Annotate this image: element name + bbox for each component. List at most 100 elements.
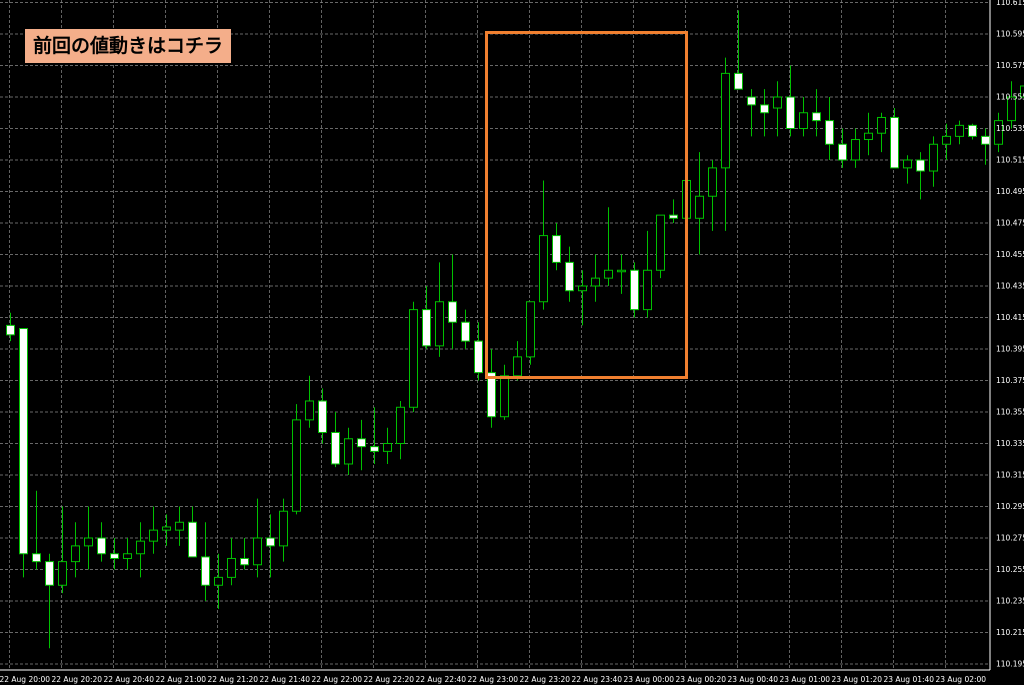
x-tick-label: 22 Aug 21:00 — [156, 675, 207, 684]
candle-bull — [708, 167, 717, 197]
candle-bear — [110, 553, 119, 559]
y-tick-label: 110.595 — [996, 30, 1024, 39]
candle-bull — [942, 135, 951, 145]
candle-bull — [591, 277, 600, 287]
candle-bull — [929, 143, 938, 172]
candle-bear — [19, 328, 28, 555]
candle-bear — [45, 561, 54, 586]
candle-bull — [643, 269, 652, 311]
candle-bear — [461, 321, 470, 342]
x-tick-label: 22 Aug 20:20 — [52, 675, 103, 684]
y-tick-label: 110.415 — [996, 313, 1024, 322]
candle-bull — [84, 537, 93, 547]
candle-bull — [253, 537, 262, 566]
candle-bull — [695, 195, 704, 219]
candle-bear — [786, 96, 795, 129]
x-tick-label: 23 Aug 01:00 — [780, 675, 831, 684]
x-tick-label: 22 Aug 21:20 — [208, 675, 259, 684]
candle-bear — [734, 72, 743, 90]
candle-bull — [136, 540, 145, 555]
candle-bull — [344, 438, 353, 465]
candle-bull — [864, 132, 873, 141]
candle-bear — [422, 309, 431, 347]
x-tick-label: 22 Aug 21:40 — [260, 675, 311, 684]
candle-bull — [1020, 85, 1024, 98]
candle-bull — [994, 120, 1003, 145]
y-tick-label: 110.295 — [996, 502, 1024, 511]
candle-bear — [97, 537, 106, 555]
candle-bear — [825, 120, 834, 145]
candle-bear — [201, 556, 210, 586]
candle-bull — [721, 72, 730, 169]
candle-bull — [383, 443, 392, 452]
x-tick-label: 23 Aug 01:40 — [884, 675, 935, 684]
candle-bull — [409, 309, 418, 408]
y-tick-label: 110.555 — [996, 93, 1024, 102]
y-tick-label: 110.615 — [996, 0, 1024, 7]
candle-bear — [890, 116, 899, 169]
y-tick-label: 110.315 — [996, 471, 1024, 480]
candle-bull — [604, 269, 613, 279]
x-tick-label: 23 Aug 01:20 — [832, 675, 883, 684]
candle-bull — [578, 285, 587, 292]
candle-bear — [188, 521, 197, 558]
candle-bear — [630, 269, 639, 311]
candle-bear — [331, 431, 340, 465]
candle-bear — [669, 214, 678, 219]
candle-bear — [357, 438, 366, 448]
candle-bull — [500, 375, 509, 418]
y-tick-label: 110.395 — [996, 345, 1024, 354]
candle-bull — [58, 561, 67, 586]
x-tick-label: 22 Aug 20:00 — [0, 675, 50, 684]
candle-bear — [747, 96, 756, 106]
x-tick-label: 22 Aug 20:40 — [104, 675, 155, 684]
y-tick-label: 110.515 — [996, 156, 1024, 165]
candle-bear — [240, 557, 249, 566]
y-tick-label: 110.535 — [996, 124, 1024, 133]
y-tick-label: 110.495 — [996, 187, 1024, 196]
x-tick-label: 22 Aug 22:00 — [312, 675, 363, 684]
candle-bear — [981, 135, 990, 145]
price-axis: 110.195 110.215 110.235 110.255 110.275 110.2… — [989, 0, 1024, 670]
y-tick-label: 110.215 — [996, 628, 1024, 637]
candle-bull — [175, 521, 184, 531]
candle-bear — [318, 400, 327, 433]
x-tick-label: 22 Aug 22:40 — [416, 675, 467, 684]
y-tick-label: 110.335 — [996, 439, 1024, 448]
candle-bull — [71, 545, 80, 563]
candle-bull — [526, 301, 535, 358]
y-tick-label: 110.375 — [996, 376, 1024, 385]
x-tick-label: 23 Aug 00:00 — [624, 675, 675, 684]
candle-bull — [162, 526, 171, 531]
candle-bear — [968, 124, 977, 137]
candle-bull — [617, 269, 626, 273]
candle-bear — [565, 261, 574, 292]
candle-bear — [916, 159, 925, 172]
x-tick-label: 23 Aug 02:00 — [936, 675, 987, 684]
y-tick-label: 110.455 — [996, 250, 1024, 259]
candle-bull — [214, 576, 223, 586]
candle-bear — [448, 301, 457, 323]
candle-bear — [552, 235, 561, 263]
candle-bull — [799, 112, 808, 129]
y-tick-label: 110.355 — [996, 408, 1024, 417]
y-tick-label: 110.575 — [996, 61, 1024, 70]
candle-bear — [474, 340, 483, 374]
note-label: 前回の値動きはコチラ — [25, 29, 232, 63]
candle-bull — [955, 124, 964, 137]
highlight-box — [485, 31, 688, 379]
candle-bull — [903, 159, 912, 169]
candle-bull — [513, 356, 522, 377]
candle-bear — [370, 446, 379, 452]
candle-bear — [266, 537, 275, 547]
candle-bull — [149, 529, 158, 542]
candle-bull — [227, 557, 236, 578]
candle-bull — [773, 96, 782, 109]
x-tick-label: 23 Aug 00:40 — [728, 675, 779, 684]
y-tick-label: 110.275 — [996, 534, 1024, 543]
y-tick-label: 110.435 — [996, 282, 1024, 291]
candle-bull — [539, 235, 548, 303]
candle-bear — [487, 372, 496, 418]
candle-bull — [279, 510, 288, 547]
